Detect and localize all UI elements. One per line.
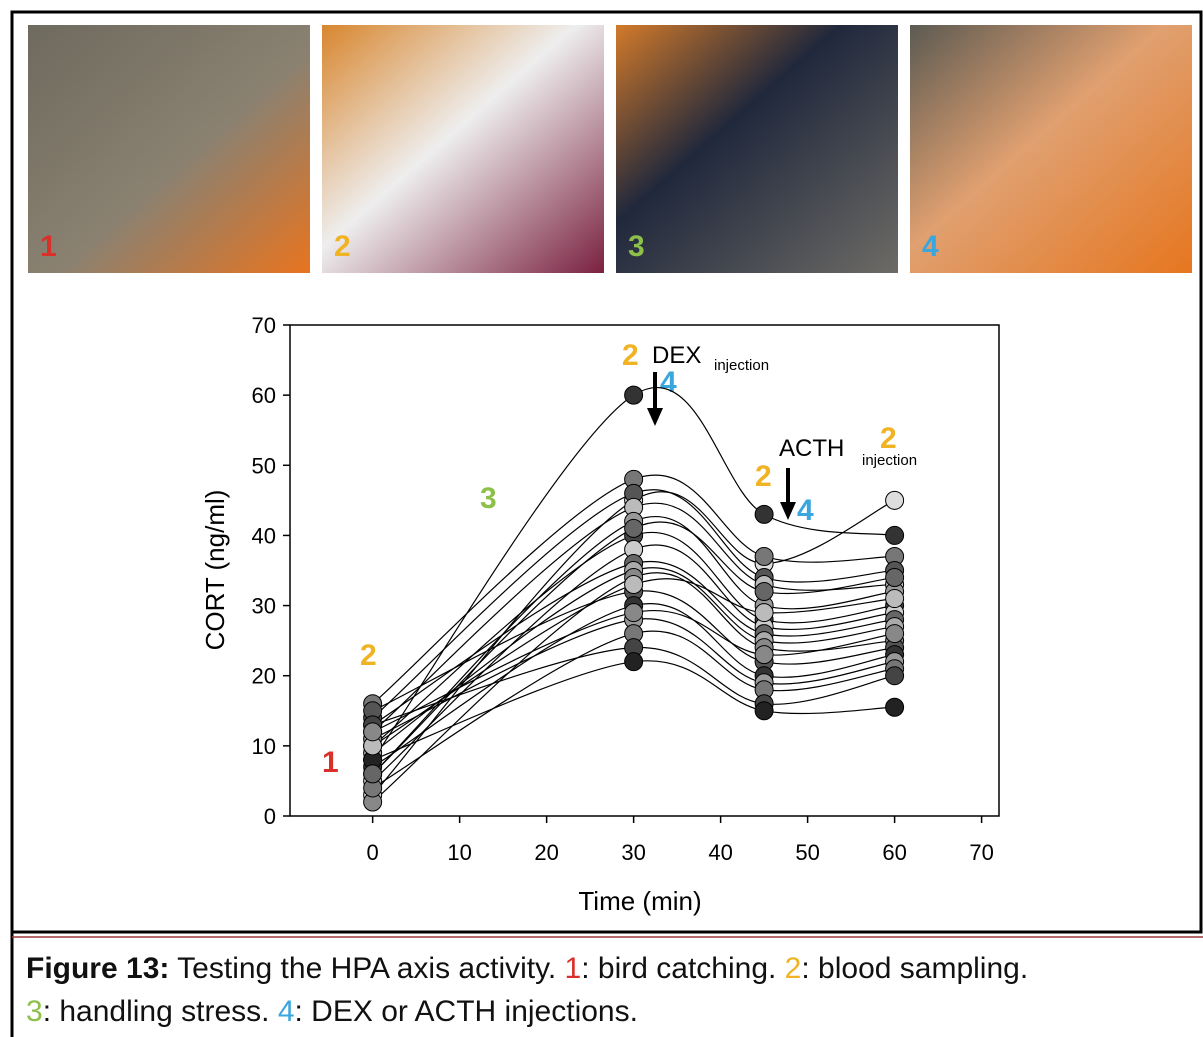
- series-line: [372, 474, 895, 705]
- caption: Figure 13: Testing the HPA axis activity…: [26, 952, 1028, 985]
- annotation: injection: [862, 452, 917, 469]
- series-line: [372, 618, 895, 740]
- data-point: [885, 490, 905, 510]
- series-line: [372, 647, 895, 726]
- data-point: [624, 603, 644, 623]
- data-point: [754, 645, 774, 665]
- y-tick-label: 70: [252, 313, 276, 338]
- x-tick-label: 0: [367, 840, 379, 865]
- x-tick-label: 10: [447, 840, 471, 865]
- annotation: DEX: [652, 342, 701, 369]
- caption-part: : blood sampling.: [801, 952, 1028, 985]
- data-point: [885, 666, 905, 686]
- photo-label: 2: [334, 230, 351, 263]
- x-tick-label: 70: [969, 840, 993, 865]
- data-point: [624, 518, 644, 538]
- series-line: [372, 630, 895, 789]
- caption-part: : DEX or ACTH injections.: [295, 995, 638, 1028]
- photo-label: 3: [628, 230, 645, 263]
- caption-part: 3: [26, 995, 43, 1028]
- data-point: [754, 603, 774, 623]
- series-line: [372, 660, 895, 761]
- annotation: 2: [622, 339, 639, 372]
- data-point: [363, 764, 383, 784]
- arrow: [647, 408, 663, 426]
- annotation: 1: [322, 746, 339, 779]
- y-tick-label: 50: [252, 453, 276, 478]
- arrow: [780, 502, 796, 520]
- data-point: [754, 701, 774, 721]
- x-tick-label: 60: [882, 840, 906, 865]
- x-tick-label: 30: [621, 840, 645, 865]
- caption-part: 4: [278, 995, 295, 1028]
- caption-part: Testing the HPA axis activity.: [169, 952, 564, 985]
- data-point: [754, 582, 774, 602]
- data-point: [754, 504, 774, 524]
- figure-border: [10, 10, 1203, 934]
- series-line: [372, 560, 895, 726]
- series-line: [372, 603, 895, 768]
- data-point: [624, 652, 644, 672]
- x-tick-label: 20: [534, 840, 558, 865]
- series-line: [372, 578, 895, 747]
- y-tick-label: 30: [252, 594, 276, 619]
- data-point: [624, 385, 644, 405]
- series-line: [372, 567, 895, 754]
- series-line: [372, 489, 895, 719]
- data-point: [885, 568, 905, 588]
- caption-part: : handling stress.: [43, 995, 278, 1028]
- data-point: [754, 546, 774, 566]
- y-tick-label: 0: [264, 804, 276, 829]
- annotation: injection: [714, 357, 769, 374]
- photo-label: 1: [40, 230, 57, 263]
- series-line: [372, 590, 895, 712]
- annotation: 2: [360, 639, 377, 672]
- plot-frame: [289, 324, 1000, 817]
- annotation: 2: [880, 422, 897, 455]
- data-point: [885, 525, 905, 545]
- series-line: [372, 387, 895, 761]
- data-point: [363, 722, 383, 742]
- photo: [322, 25, 604, 273]
- y-tick-label: 40: [252, 523, 276, 548]
- y-tick-label: 20: [252, 664, 276, 689]
- y-axis-label: CORT (ng/ml): [200, 490, 230, 651]
- y-tick-label: 60: [252, 383, 276, 408]
- data-point: [624, 575, 644, 595]
- x-tick-label: 40: [708, 840, 732, 865]
- annotation: 2: [755, 460, 772, 493]
- annotation: 3: [480, 482, 497, 515]
- series-line: [372, 544, 895, 782]
- photo-label: 4: [922, 230, 939, 263]
- x-tick-label: 50: [795, 840, 819, 865]
- data-point: [885, 589, 905, 609]
- y-tick-label: 10: [252, 734, 276, 759]
- caption-part: 2: [785, 952, 802, 985]
- annotation: 4: [660, 366, 677, 399]
- series-line: [372, 502, 895, 733]
- caption-part: 1: [565, 952, 582, 985]
- photo: [28, 25, 310, 273]
- caption-part: : bird catching.: [581, 952, 784, 985]
- series-line: [372, 515, 895, 775]
- annotation: 4: [797, 494, 814, 527]
- x-axis-label: Time (min): [578, 886, 701, 916]
- data-point: [885, 697, 905, 717]
- annotation: ACTH: [779, 435, 844, 462]
- series-line: [372, 521, 895, 775]
- photo: [910, 25, 1192, 273]
- photo: [616, 25, 898, 273]
- series-line: [372, 610, 895, 733]
- caption: 3: handling stress. 4: DEX or ACTH injec…: [26, 995, 638, 1028]
- caption-part: Figure 13:: [26, 952, 169, 985]
- data-point: [885, 624, 905, 644]
